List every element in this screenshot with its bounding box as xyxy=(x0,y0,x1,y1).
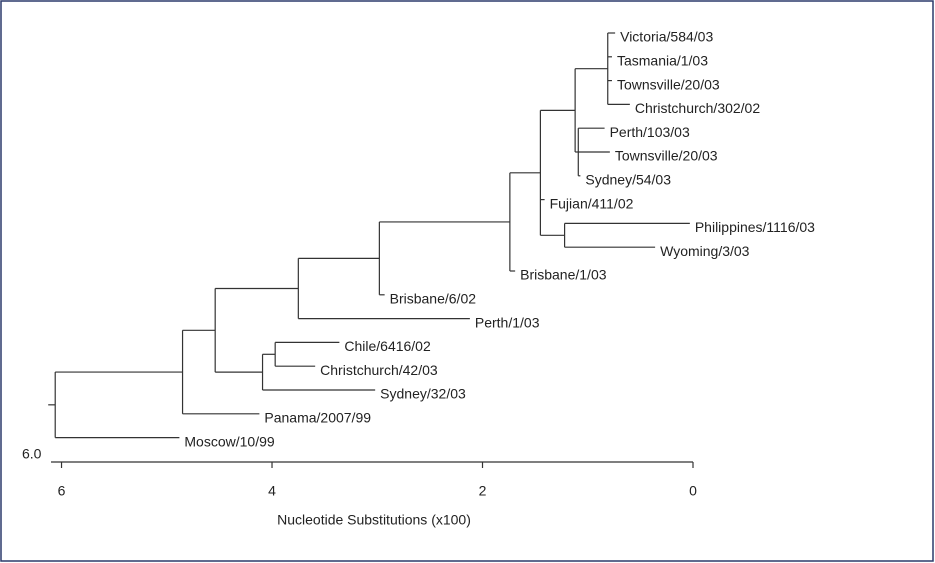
leaf-label: Philippines/1116/03 xyxy=(695,219,815,235)
x-tick-label: 6 xyxy=(58,483,66,499)
leaf-label: Wyoming/3/03 xyxy=(660,243,750,259)
leaf-label: Christchurch/42/03 xyxy=(320,362,438,378)
leaf-label: Townsville/20/03 xyxy=(617,76,720,92)
leaf-label: Sydney/32/03 xyxy=(380,386,466,402)
root-label: 6.0 xyxy=(22,446,42,462)
leaf-label: Panama/2007/99 xyxy=(264,410,371,426)
leaf-label: Fujian/411/02 xyxy=(550,195,634,211)
x-tick-label: 2 xyxy=(479,483,487,499)
leaf-label: Sydney/54/03 xyxy=(585,172,671,188)
leaf-label: Chile/6416/02 xyxy=(344,338,431,354)
x-tick-label: 4 xyxy=(268,483,276,499)
leaf-label: Brisbane/6/02 xyxy=(390,291,477,307)
leaf-label: Perth/103/03 xyxy=(610,124,690,140)
leaf-label: Townsville/20/03 xyxy=(615,148,718,164)
leaf-label: Victoria/584/03 xyxy=(620,29,713,45)
leaf-label: Tasmania/1/03 xyxy=(617,53,708,69)
leaf-label: Christchurch/302/02 xyxy=(635,100,761,116)
x-tick-label: 0 xyxy=(689,483,697,499)
x-axis-label: Nucleotide Substitutions (x100) xyxy=(277,512,471,528)
leaf-label: Moscow/10/99 xyxy=(184,433,274,449)
leaf-label: Perth/1/03 xyxy=(475,314,540,330)
leaf-label: Brisbane/1/03 xyxy=(520,267,607,283)
